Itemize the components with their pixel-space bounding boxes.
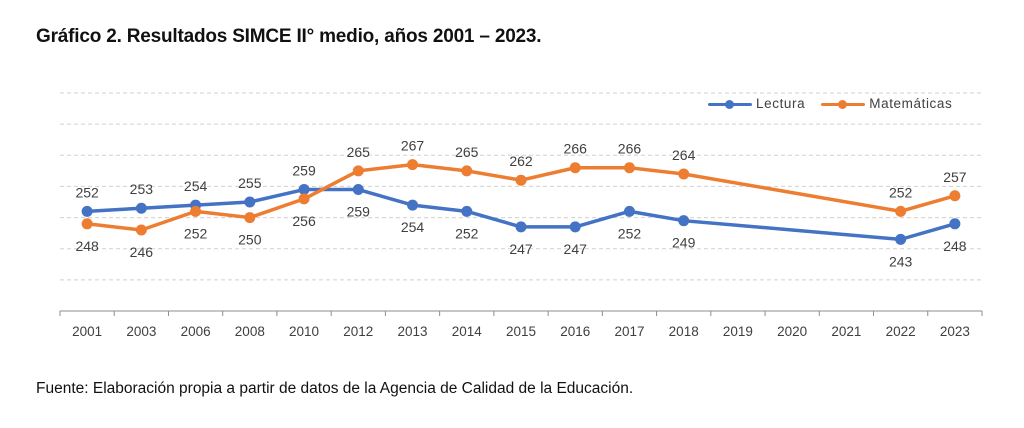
data-point-matematicas-2008 — [244, 212, 256, 224]
data-point-matematicas-2016 — [569, 162, 581, 174]
x-tick-label-2001: 2001 — [72, 324, 102, 339]
data-labels: 252 253 254 255 259 259 254 252 247 247 252 249 243 2… — [75, 138, 966, 270]
data-label-lectura-2023: 248 — [943, 238, 967, 254]
x-tick-label-2010: 2010 — [289, 324, 319, 339]
legend-label-lectura: Lectura — [756, 96, 806, 111]
data-point-lectura-2017 — [623, 205, 635, 217]
x-tick-label-2013: 2013 — [398, 324, 428, 339]
x-tick-label-2017: 2017 — [614, 324, 644, 339]
data-label-lectura-2010: 259 — [292, 163, 316, 179]
data-point-lectura-2014 — [461, 205, 473, 217]
data-label-lectura-2015: 247 — [509, 241, 533, 257]
data-label-matematicas-2023: 257 — [943, 169, 967, 185]
data-point-lectura-2018 — [678, 215, 690, 227]
data-point-lectura-2008 — [244, 196, 256, 208]
data-label-matematicas-2001: 248 — [75, 238, 99, 254]
legend-item-lectura: Lectura — [708, 96, 805, 111]
data-label-matematicas-2015: 262 — [509, 153, 533, 169]
data-label-lectura-2012: 259 — [347, 204, 371, 220]
data-point-matematicas-2018 — [678, 168, 690, 180]
x-tick-label-2015: 2015 — [506, 324, 536, 339]
data-label-lectura-2022: 243 — [889, 253, 913, 269]
data-point-lectura-2016 — [569, 221, 581, 233]
data-point-lectura-2023 — [949, 218, 961, 230]
x-tick-label-2019: 2019 — [723, 324, 753, 339]
data-point-matematicas-2012 — [352, 165, 364, 177]
chart-title: Gráfico 2. Resultados SIMCE II° medio, a… — [36, 26, 542, 47]
x-tick-label-2016: 2016 — [560, 324, 590, 339]
data-point-matematicas-2010 — [298, 193, 310, 205]
legend-item-matematicas: Matemáticas — [821, 96, 952, 111]
x-tick-label-2023: 2023 — [940, 324, 970, 339]
data-label-lectura-2017: 252 — [618, 225, 642, 241]
data-point-lectura-2012 — [352, 184, 364, 196]
data-point-matematicas-2022 — [895, 205, 907, 217]
data-label-matematicas-2017: 266 — [618, 141, 642, 157]
data-label-lectura-2014: 252 — [455, 225, 479, 241]
data-label-lectura-2016: 247 — [564, 241, 588, 257]
x-tick-label-2014: 2014 — [452, 324, 483, 339]
series-line-lectura — [85, 187, 957, 242]
series-layer — [81, 159, 961, 245]
x-tick-label-2022: 2022 — [886, 324, 916, 339]
x-tick-label-2008: 2008 — [235, 324, 265, 339]
source-note: Fuente: Elaboración propia a partir de d… — [36, 380, 634, 397]
data-point-matematicas-2003 — [135, 224, 147, 236]
data-point-lectura-2015 — [515, 221, 527, 233]
data-label-matematicas-2006: 252 — [184, 225, 208, 241]
data-label-matematicas-2003: 246 — [130, 244, 154, 260]
data-point-lectura-2003 — [135, 202, 147, 214]
legend-swatch-matematicas — [821, 98, 866, 110]
data-point-matematicas-2006 — [190, 205, 202, 217]
x-tick-label-2021: 2021 — [831, 324, 861, 339]
data-label-lectura-2013: 254 — [401, 219, 425, 235]
x-axis: 2001 2003 2006 2008 2010 2012 2013 2014 2015 2016… — [59, 310, 983, 339]
data-point-lectura-2013 — [407, 199, 419, 211]
data-label-matematicas-2012: 265 — [347, 144, 371, 160]
data-label-matematicas-2022: 252 — [889, 184, 913, 200]
data-point-lectura-2001 — [81, 205, 93, 217]
data-point-lectura-2022 — [895, 233, 907, 245]
data-point-lectura-2010 — [298, 184, 310, 196]
data-point-matematicas-2017 — [623, 162, 635, 174]
data-label-lectura-2018: 249 — [672, 235, 696, 251]
data-point-matematicas-2013 — [407, 159, 419, 171]
data-point-matematicas-2014 — [461, 165, 473, 177]
data-label-matematicas-2014: 265 — [455, 144, 479, 160]
legend-label-matematicas: Matemáticas — [869, 96, 953, 111]
data-label-lectura-2001: 252 — [75, 184, 99, 200]
data-label-matematicas-2008: 250 — [238, 232, 262, 248]
x-tick-label-2006: 2006 — [181, 324, 211, 339]
legend-swatch-lectura — [708, 98, 752, 110]
data-label-lectura-2008: 255 — [238, 175, 262, 191]
data-label-matematicas-2018: 264 — [672, 147, 696, 163]
data-label-lectura-2006: 254 — [184, 178, 208, 194]
data-point-matematicas-2001 — [81, 218, 93, 230]
data-label-matematicas-2010: 256 — [292, 213, 316, 229]
x-tick-label-2012: 2012 — [343, 324, 373, 339]
x-tick-label-2018: 2018 — [669, 324, 699, 339]
data-point-matematicas-2015 — [515, 174, 527, 186]
data-point-matematicas-2023 — [949, 190, 961, 202]
chart-legend: Lectura Matemáticas — [708, 96, 968, 111]
data-label-matematicas-2016: 266 — [564, 141, 588, 157]
data-label-lectura-2003: 253 — [130, 181, 154, 197]
x-tick-label-2003: 2003 — [126, 324, 156, 339]
data-label-matematicas-2013: 267 — [401, 138, 425, 154]
series-line-matematicas — [85, 162, 957, 232]
x-tick-label-2020: 2020 — [777, 324, 807, 339]
